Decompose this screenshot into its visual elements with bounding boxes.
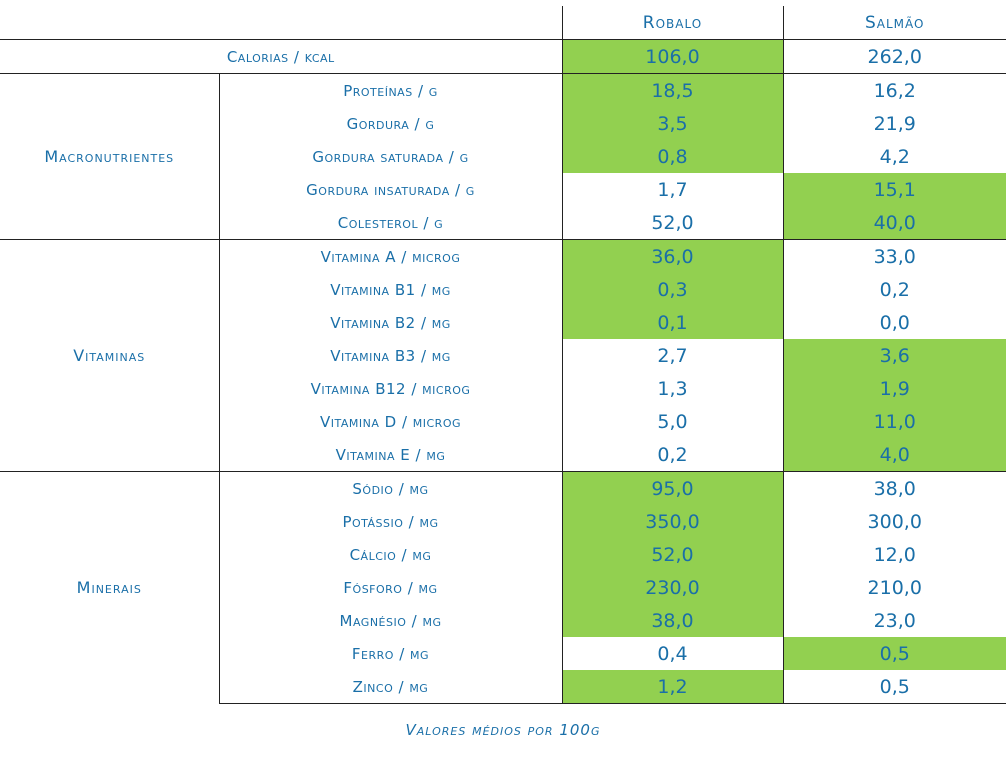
table-row: Vitaminas Vitamina A / microg 36,0 33,0 [0,239,1006,472]
table-caption: Valores médios por 100g [405,721,601,739]
table-row: Gordura / g 3,5 21,9 [0,107,1006,140]
table-row: Vitamina D / microg 5,0 11,0 [0,405,1006,438]
salmao-value: 4,0 [782,438,1006,472]
table-row: Ferro / mg 0,4 0,5 [0,637,1006,670]
robalo-value: 5,0 [561,405,783,438]
calories-salmao-value: 262,0 [782,39,1006,74]
nutrient-label: Magnésio / mg [339,611,442,630]
nutrient-label: Ferro / mg [351,644,430,663]
table-row: Magnésio / mg 38,0 23,0 [0,604,1006,637]
robalo-value: 0,4 [561,637,783,670]
nutrient-label: Fósforo / mg [343,578,438,597]
nutrient-label: Cálcio / mg [349,545,432,564]
robalo-value: 0,2 [561,438,783,472]
group-label-macronutrientes: Macronutrientes [0,73,220,240]
group-label-minerais: Minerais [0,471,220,704]
salmao-value: 3,6 [782,339,1006,372]
salmao-value: 0,5 [782,637,1006,670]
table-row: Fósforo / mg 230,0 210,0 [0,571,1006,604]
table-row: Colesterol / g 52,0 40,0 [0,206,1006,240]
nutrient-label: Vitamina B1 / mg [330,280,451,299]
robalo-value: 18,5 [561,73,783,107]
table-row: Gordura saturada / g 0,8 4,2 [0,140,1006,173]
salmao-value: 38,0 [782,471,1006,505]
table-row: Minerais Sódio / mg 95,0 38,0 [0,471,1006,704]
nutrient-label: Sódio / mg [219,471,562,505]
calories-label: Calorias / kcal [0,39,562,74]
robalo-value: 0,8 [561,140,783,173]
salmao-value: 11,0 [782,405,1006,438]
salmao-value: 23,0 [782,604,1006,637]
robalo-value: 38,0 [561,604,783,637]
column-header-salmao: Salmão [782,6,1006,40]
salmao-value: 4,2 [782,140,1006,173]
calories-robalo-value: 106,0 [561,39,783,74]
table-row: Vitamina B3 / mg 2,7 3,6 [0,339,1006,372]
nutrient-label: Vitamina B3 / mg [330,346,451,365]
header-spacer [219,6,562,40]
table-row: Macronutrientes Proteínas / g 18,5 16,2 [0,73,1006,240]
robalo-value: 1,2 [561,670,783,704]
robalo-value: 2,7 [561,339,783,372]
nutrient-label: Proteínas / g [219,73,562,107]
salmao-value: 12,0 [782,538,1006,571]
nutrient-label: Vitamina B12 / microg [310,379,471,398]
nutrient-label: Colesterol / g [337,213,444,232]
robalo-value: 0,1 [561,306,783,339]
nutrient-label: Vitamina D / microg [319,412,462,431]
table-row: Zinco / mg 1,2 0,5 [0,670,1006,704]
salmao-value: 0,5 [782,670,1006,704]
robalo-value: 52,0 [561,538,783,571]
table-row: Vitamina B1 / mg 0,3 0,2 [0,273,1006,306]
table-row: Gordura insaturada / g 1,7 15,1 [0,173,1006,206]
nutrient-label: Zinco / mg [219,670,562,704]
robalo-value: 230,0 [561,571,783,604]
salmao-value: 40,0 [782,206,1006,240]
robalo-value: 1,3 [561,372,783,405]
nutrient-label: Vitamina E / mg [335,445,446,464]
salmao-value: 16,2 [782,73,1006,107]
salmao-value: 210,0 [782,571,1006,604]
table-row: Vitamina B12 / microg 1,3 1,9 [0,372,1006,405]
salmao-value: 1,9 [782,372,1006,405]
table-row: Cálcio / mg 52,0 12,0 [0,538,1006,571]
table-row: Potássio / mg 350,0 300,0 [0,505,1006,538]
robalo-value: 1,7 [561,173,783,206]
robalo-value: 3,5 [561,107,783,140]
header-row: Robalo Salmão [0,6,1006,40]
robalo-value: 52,0 [561,206,783,240]
nutrient-label: Gordura insaturada / g [306,180,475,199]
calories-row: Calorias / kcal 106,0 262,0 [0,39,1006,74]
table-row: Vitamina E / mg 0,2 4,0 [0,438,1006,472]
salmao-value: 0,0 [782,306,1006,339]
table-row: Vitamina B2 / mg 0,1 0,0 [0,306,1006,339]
robalo-value: 0,3 [561,273,783,306]
nutrition-table: Robalo Salmão Calorias / kcal 106,0 262,… [0,6,1006,704]
salmao-value: 300,0 [782,505,1006,538]
nutrient-label: Potássio / mg [342,512,439,531]
salmao-value: 0,2 [782,273,1006,306]
salmao-value: 15,1 [782,173,1006,206]
salmao-value: 21,9 [782,107,1006,140]
column-header-robalo: Robalo [561,6,783,40]
table-body: Robalo Salmão Calorias / kcal 106,0 262,… [0,6,1006,704]
nutrient-label: Vitamina B2 / mg [330,313,451,332]
robalo-value: 350,0 [561,505,783,538]
nutrient-label: Gordura saturada / g [312,147,469,166]
nutrient-label: Gordura / g [346,114,435,133]
salmao-value: 33,0 [782,239,1006,273]
nutrient-label: Vitamina A / microg [219,239,562,273]
robalo-value: 36,0 [561,239,783,273]
header-spacer [0,6,219,40]
robalo-value: 95,0 [561,471,783,505]
group-label-vitaminas: Vitaminas [0,239,220,472]
